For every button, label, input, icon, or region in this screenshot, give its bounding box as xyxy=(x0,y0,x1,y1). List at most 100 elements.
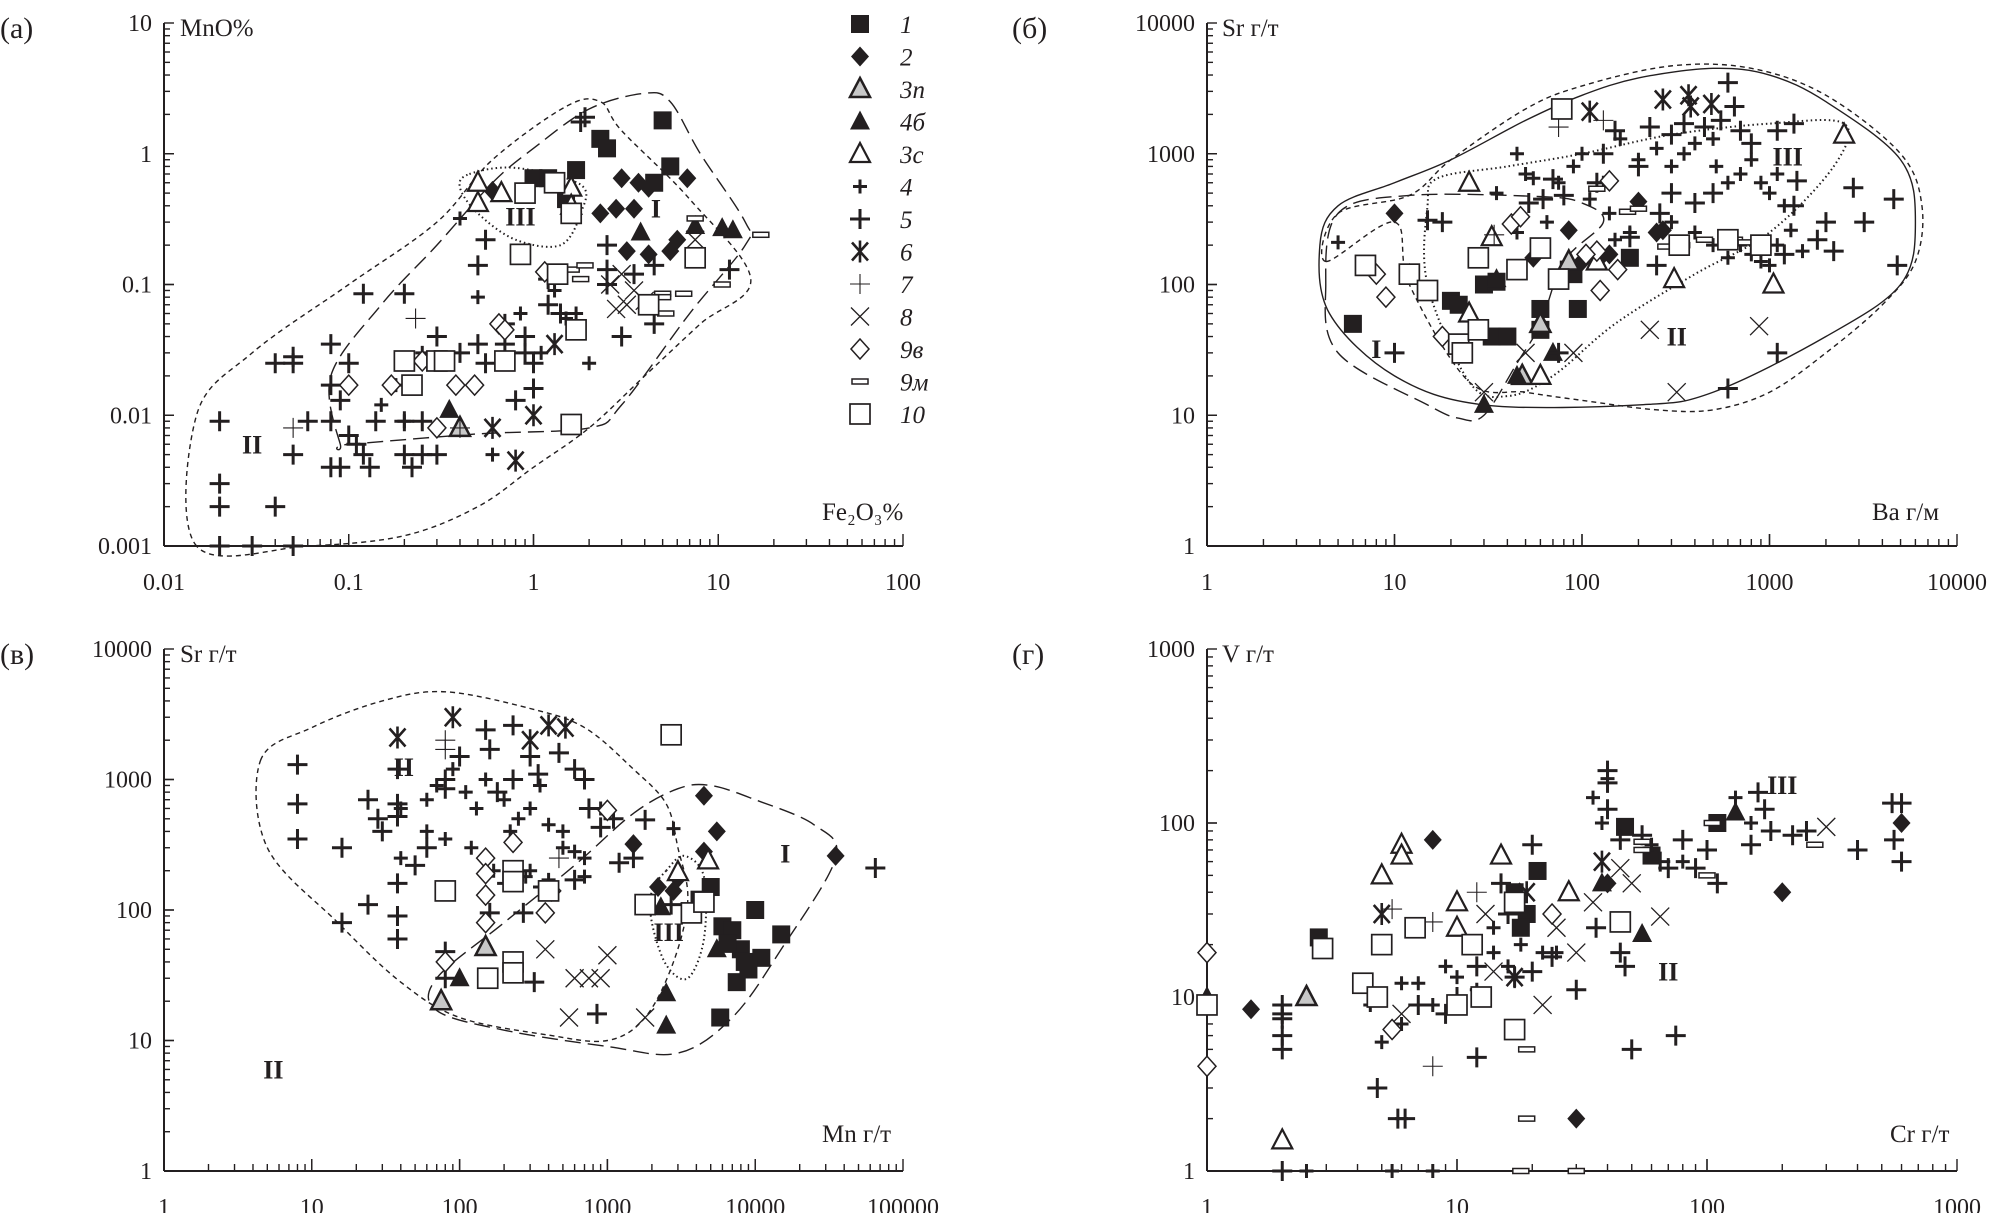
point-asterisk xyxy=(521,729,540,752)
series-8 xyxy=(535,939,655,1027)
plus-mark xyxy=(1649,203,1670,224)
point-open-square xyxy=(1470,986,1493,1008)
diamond-mark xyxy=(617,241,636,262)
plus-mark xyxy=(283,346,304,367)
point-open-square xyxy=(1609,911,1632,933)
x-tick-label: 100 xyxy=(442,1195,478,1213)
point-asterisk xyxy=(388,726,407,749)
plus-mark xyxy=(1331,235,1346,250)
diamond-mark xyxy=(607,198,626,219)
diamond-mark xyxy=(338,373,359,397)
plus-mark xyxy=(582,356,597,371)
point-bold-plus xyxy=(467,255,488,276)
triangle-mark xyxy=(1556,878,1581,902)
point-thin-cross xyxy=(1566,943,1586,963)
plus-mark xyxy=(1782,825,1803,846)
point-asterisk xyxy=(1372,902,1391,925)
plus-mark xyxy=(1687,225,1702,240)
point-bold-plus xyxy=(330,390,351,411)
cross-mark xyxy=(1640,320,1660,340)
x-axis-title: Ba г/м xyxy=(1872,499,1939,526)
point-bold-plus xyxy=(387,806,408,827)
region-label: II xyxy=(1658,958,1678,987)
point-small-bold-plus xyxy=(523,801,538,816)
point-thin-cross xyxy=(559,1008,579,1027)
point-bold-plus xyxy=(209,473,230,494)
diamond-mark xyxy=(1607,258,1628,281)
plus-mark xyxy=(503,715,524,736)
legend-marker-bold-plus xyxy=(850,209,870,229)
plus-mark xyxy=(1597,799,1618,820)
square-mark xyxy=(1366,986,1389,1008)
point-open-bar xyxy=(686,215,704,222)
bar-mark xyxy=(1695,236,1714,243)
x-tick-label: 100 xyxy=(1564,570,1600,596)
point-bold-plus xyxy=(357,789,378,810)
series-2 xyxy=(483,168,697,265)
point-grey-triangle xyxy=(429,987,454,1011)
plus-mark xyxy=(346,434,367,455)
plus-mark xyxy=(1605,120,1626,141)
plus-mark xyxy=(1672,829,1693,850)
asterisk-mark xyxy=(1653,88,1672,111)
plus-mark xyxy=(1518,167,1533,182)
plus-mark xyxy=(1394,976,1409,991)
point-open-diamond xyxy=(1196,941,1218,964)
y-tick-label: 1000 xyxy=(104,768,152,794)
plus-mark xyxy=(394,283,415,304)
point-bold-plus xyxy=(353,444,374,465)
series-7 xyxy=(1382,882,1487,1077)
plus-mark xyxy=(283,444,304,465)
point-bold-plus xyxy=(586,1003,607,1024)
diamond-mark xyxy=(624,834,643,855)
point-bold-plus xyxy=(1891,793,1912,814)
point-bold-plus xyxy=(503,715,524,736)
y-tick-label: 10000 xyxy=(1135,11,1195,37)
diamond-mark xyxy=(591,203,610,224)
square-mark xyxy=(1620,248,1639,267)
point-open-square xyxy=(494,350,516,372)
x-tick-label: 0.01 xyxy=(143,570,185,596)
diamond-mark xyxy=(1575,243,1596,266)
point-bold-plus xyxy=(1774,244,1795,265)
point-open-square xyxy=(1311,937,1334,960)
plus-mark xyxy=(287,793,308,814)
point-small-bold-plus xyxy=(1709,159,1724,174)
plus-mark xyxy=(1597,772,1618,793)
point-asterisk xyxy=(1702,93,1721,116)
point-open-triangle xyxy=(666,858,690,882)
legend-marker-asterisk xyxy=(851,240,869,263)
plus-mark xyxy=(458,785,473,800)
bar-mark xyxy=(1703,819,1722,827)
point-small-bold-plus xyxy=(1744,816,1759,830)
plus-mark xyxy=(435,730,456,751)
plus-mark xyxy=(1621,1039,1642,1060)
point-small-bold-plus xyxy=(1677,146,1692,161)
point-filled-square xyxy=(1511,918,1530,937)
point-bold-plus xyxy=(1843,177,1864,198)
series-8 xyxy=(1392,817,1836,1024)
point-bold-plus xyxy=(1605,120,1626,141)
x-tick-label: 10000 xyxy=(725,1195,785,1213)
plus-mark xyxy=(242,536,263,556)
plus-mark xyxy=(865,857,886,878)
plus-mark xyxy=(1661,124,1682,145)
square-mark xyxy=(1451,342,1474,364)
square-mark xyxy=(1416,279,1439,302)
plus-mark xyxy=(1706,131,1721,146)
point-filled-triangle xyxy=(1725,801,1746,821)
point-open-square xyxy=(560,413,583,436)
asterisk-mark xyxy=(483,416,502,439)
triangle-mark xyxy=(1662,265,1686,289)
point-small-bold-plus xyxy=(1489,186,1504,201)
point-bold-plus xyxy=(394,283,415,304)
plus-mark xyxy=(1748,782,1769,803)
triangle-mark xyxy=(630,221,651,241)
plus-mark xyxy=(487,782,508,803)
plus-mark xyxy=(464,840,479,855)
point-open-square xyxy=(401,374,423,396)
point-small-bold-plus xyxy=(523,863,538,878)
point-small-bold-plus xyxy=(1649,141,1664,156)
triangle-mark xyxy=(1506,364,1527,384)
point-filled-square xyxy=(1498,327,1517,346)
